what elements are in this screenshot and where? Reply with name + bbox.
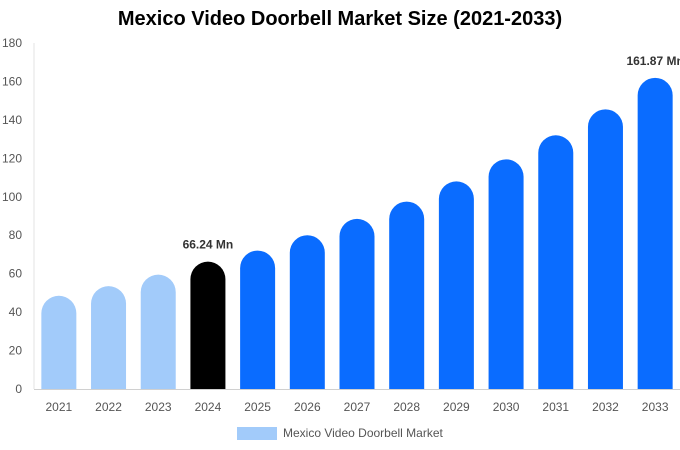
bar-2026[interactable] [289,235,325,389]
bar-2028[interactable] [389,201,425,389]
x-tick-label: 2033 [642,400,669,414]
y-tick-label: 0 [15,382,22,396]
x-tick-label: 2029 [443,400,470,414]
x-tick-label: 2026 [294,400,321,414]
y-tick-label: 60 [9,267,23,281]
bar-2033[interactable] [637,77,673,389]
y-tick-label: 20 [9,344,23,358]
x-tick-label: 2027 [344,400,371,414]
y-tick-label: 120 [2,151,22,165]
y-tick-label: 140 [2,113,22,127]
x-tick-label: 2030 [493,400,520,414]
y-tick-label: 40 [9,305,23,319]
y-tick-label: 160 [2,74,22,88]
bar-2032[interactable] [587,109,623,390]
x-tick-label: 2028 [393,400,420,414]
legend-label: Mexico Video Doorbell Market [283,426,443,440]
y-tick-label: 80 [9,228,23,242]
x-tick-label: 2031 [542,400,569,414]
bar-2025[interactable] [240,250,276,389]
chart-title: Mexico Video Doorbell Market Size (2021-… [117,8,563,30]
bar-2024[interactable] [190,261,226,389]
bar-2022[interactable] [91,286,127,389]
x-tick-label: 2032 [592,400,619,414]
bar-2027[interactable] [339,218,375,389]
data-label: 66.24 Mn [183,238,234,252]
y-tick-label: 180 [2,36,22,50]
legend-swatch [237,426,277,440]
data-label: 161.87 Mn [626,54,680,68]
bar-2031[interactable] [538,135,574,389]
x-tick-label: 2022 [95,400,122,414]
x-tick-label: 2024 [195,400,222,414]
x-tick-label: 2025 [244,400,271,414]
bar-2030[interactable] [488,159,524,389]
bar-2021[interactable] [41,295,77,389]
y-tick-label: 100 [2,190,22,204]
x-tick-label: 2023 [145,400,172,414]
bar-2029[interactable] [438,181,474,389]
x-tick-label: 2021 [45,400,72,414]
legend[interactable]: Mexico Video Doorbell Market [237,425,443,441]
bar-2023[interactable] [140,274,176,389]
